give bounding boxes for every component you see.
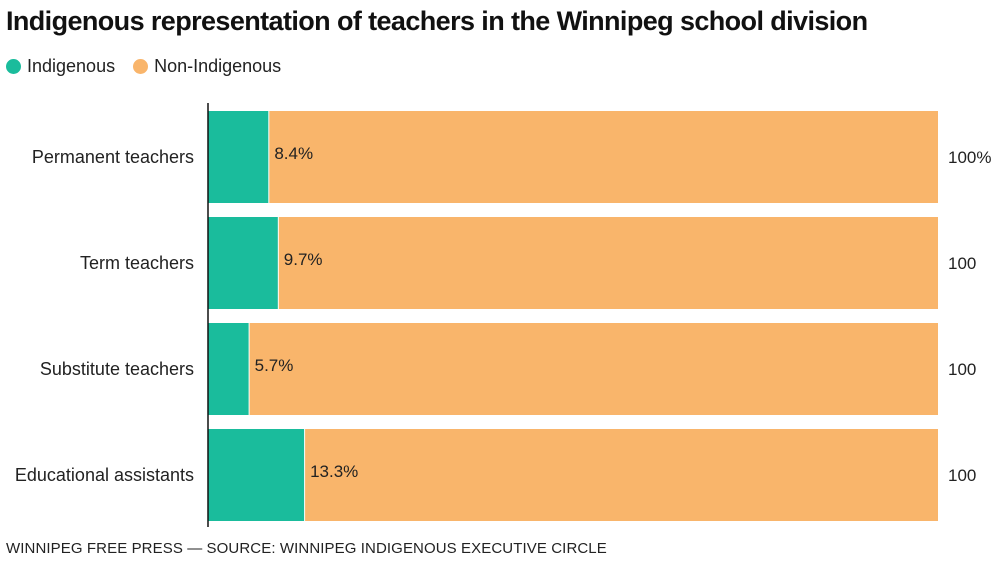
bar-non-indigenous-3 [305,429,939,521]
data-label: 5.7% [255,356,294,375]
total-label: 100% [948,148,991,167]
category-label: Substitute teachers [40,359,194,379]
bar-indigenous-0 [208,111,269,203]
data-label: 8.4% [274,144,313,163]
total-label: 100 [948,254,976,273]
bar-non-indigenous-1 [278,217,938,309]
chart-title: Indigenous representation of teachers in… [6,6,868,36]
category-label: Permanent teachers [32,147,194,167]
category-label: Educational assistants [15,465,194,485]
data-label: 13.3% [310,462,358,481]
legend-swatch-non-indigenous [133,59,149,74]
legend-label-non-indigenous: Non-Indigenous [154,56,282,76]
data-label: 9.7% [284,250,323,269]
bar-non-indigenous-2 [249,323,939,415]
bar-indigenous-2 [208,323,249,415]
legend-item-non-indigenous: Non-Indigenous [133,56,281,77]
legend-label-indigenous: Indigenous [27,56,116,76]
bar-indigenous-3 [208,429,305,521]
legend-swatch-indigenous [6,59,21,74]
source-footer: WINNIPEG FREE PRESS — SOURCE: WINNIPEG I… [6,540,607,557]
total-label: 100 [948,360,976,379]
legend: Indigenous Non-Indigenous [6,56,299,77]
legend-item-indigenous: Indigenous [6,56,115,77]
bar-non-indigenous-0 [269,111,938,203]
total-label: 100 [948,466,976,485]
bar-indigenous-1 [208,217,278,309]
category-label: Term teachers [80,253,194,273]
